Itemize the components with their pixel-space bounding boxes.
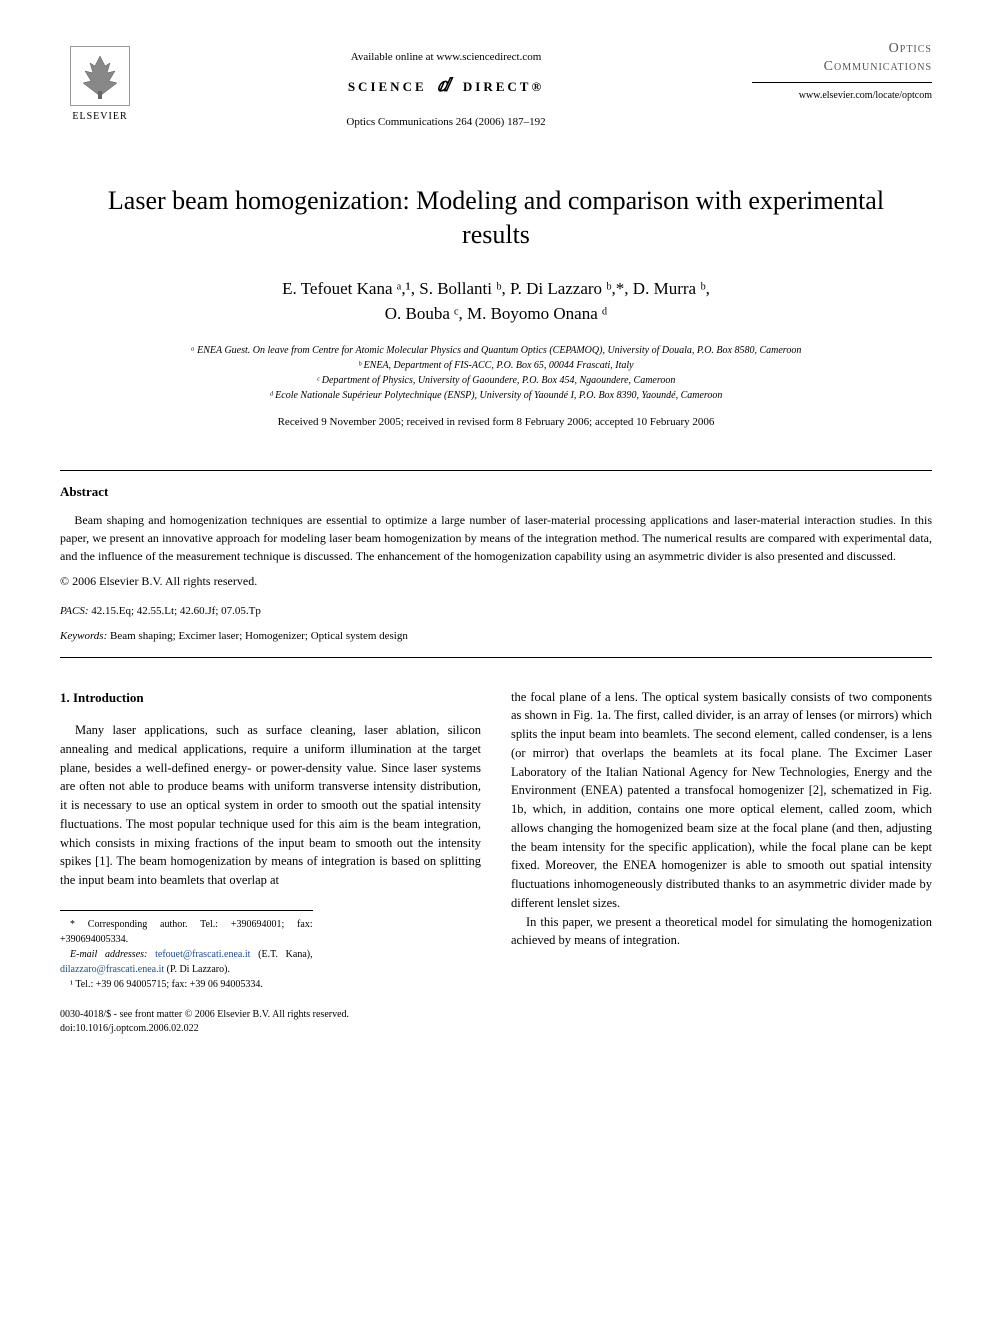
section1-heading: 1. Introduction — [60, 688, 481, 708]
pacs-line: PACS: 42.15.Eq; 42.55.Lt; 42.60.Jf; 07.0… — [60, 604, 932, 619]
affiliations: ᵃ ENEA Guest. On leave from Centre for A… — [60, 343, 932, 403]
elsevier-logo: ELSEVIER — [60, 40, 140, 130]
abstract-bottom-rule — [60, 657, 932, 658]
journal-url: www.elsevier.com/locate/optcom — [752, 89, 932, 103]
body-columns: 1. Introduction Many laser applications,… — [60, 688, 932, 1036]
authors-line1: E. Tefouet Kana ᵃ,¹, S. Bollanti ᵇ, P. D… — [282, 279, 710, 298]
email2-link[interactable]: dilazzaro@frascati.enea.it — [60, 964, 164, 975]
doi-block: 0030-4018/$ - see front matter © 2006 El… — [60, 1008, 481, 1036]
available-online-text: Available online at www.sciencedirect.co… — [140, 50, 752, 65]
sd-left: SCIENCE — [348, 79, 427, 94]
science-direct-logo: SCIENCE ⅆ DIRECT® — [140, 73, 752, 98]
pacs-codes: 42.15.Eq; 42.55.Lt; 42.60.Jf; 07.05.Tp — [91, 605, 261, 617]
header-center: Available online at www.sciencedirect.co… — [140, 40, 752, 134]
email-label: E-mail addresses: — [70, 949, 147, 960]
email-line: E-mail addresses: tefouet@frascati.enea.… — [60, 947, 313, 977]
col2-para2: In this paper, we present a theoretical … — [511, 913, 932, 951]
affiliation-a: ᵃ ENEA Guest. On leave from Centre for A… — [60, 343, 932, 358]
doi-text: doi:10.1016/j.optcom.2006.02.022 — [60, 1022, 481, 1036]
col-right: the focal plane of a lens. The optical s… — [511, 688, 932, 1036]
copyright-text: © 2006 Elsevier B.V. All rights reserved… — [60, 573, 932, 590]
email2-name: (P. Di Lazzaro). — [167, 964, 230, 975]
header-row: ELSEVIER Available online at www.science… — [60, 40, 932, 134]
pacs-label: PACS: — [60, 605, 89, 617]
corresponding-author: * Corresponding author. Tel.: +390694001… — [60, 917, 313, 947]
front-matter: 0030-4018/$ - see front matter © 2006 El… — [60, 1008, 481, 1022]
abstract-top-rule — [60, 470, 932, 471]
journal-name-line2: Communications — [824, 59, 932, 74]
journal-name: Optics Communications — [752, 40, 932, 76]
authors: E. Tefouet Kana ᵃ,¹, S. Bollanti ᵇ, P. D… — [60, 276, 932, 327]
affiliation-b: ᵇ ENEA, Department of FIS-ACC, P.O. Box … — [60, 358, 932, 373]
abstract-body: Beam shaping and homogenization techniqu… — [60, 513, 932, 563]
footnotes: * Corresponding author. Tel.: +390694001… — [60, 910, 313, 992]
affiliation-c: ᶜ Department of Physics, University of G… — [60, 373, 932, 388]
article-dates: Received 9 November 2005; received in re… — [60, 415, 932, 430]
sd-right: DIRECT® — [463, 79, 544, 94]
col-left: 1. Introduction Many laser applications,… — [60, 688, 481, 1036]
affiliation-d: ᵈ Ecole Nationale Supérieur Polytechniqu… — [60, 388, 932, 403]
journal-rule — [752, 82, 932, 83]
publisher-name: ELSEVIER — [72, 110, 127, 124]
journal-box: Optics Communications www.elsevier.com/l… — [752, 40, 932, 103]
col1-para1: Many laser applications, such as surface… — [60, 721, 481, 890]
authors-line2: O. Bouba ᶜ, M. Boyomo Onana ᵈ — [385, 304, 608, 323]
col2-para1: the focal plane of a lens. The optical s… — [511, 688, 932, 913]
sd-swirl-icon: ⅆ — [437, 73, 453, 98]
citation-text: Optics Communications 264 (2006) 187–192 — [140, 115, 752, 130]
abstract-heading: Abstract — [60, 483, 932, 501]
journal-name-line1: Optics — [889, 41, 932, 56]
email1-name: (E.T. Kana), — [258, 949, 312, 960]
keywords-line: Keywords: Beam shaping; Excimer laser; H… — [60, 629, 932, 644]
keywords-label: Keywords: — [60, 630, 107, 642]
article-title: Laser beam homogenization: Modeling and … — [100, 184, 892, 252]
abstract-text: Beam shaping and homogenization techniqu… — [60, 511, 932, 565]
email1-link[interactable]: tefouet@frascati.enea.it — [155, 949, 250, 960]
footnote-1: ¹ Tel.: +39 06 94005715; fax: +39 06 940… — [60, 977, 313, 992]
keywords-text: Beam shaping; Excimer laser; Homogenizer… — [110, 630, 408, 642]
elsevier-tree-icon — [70, 46, 130, 106]
